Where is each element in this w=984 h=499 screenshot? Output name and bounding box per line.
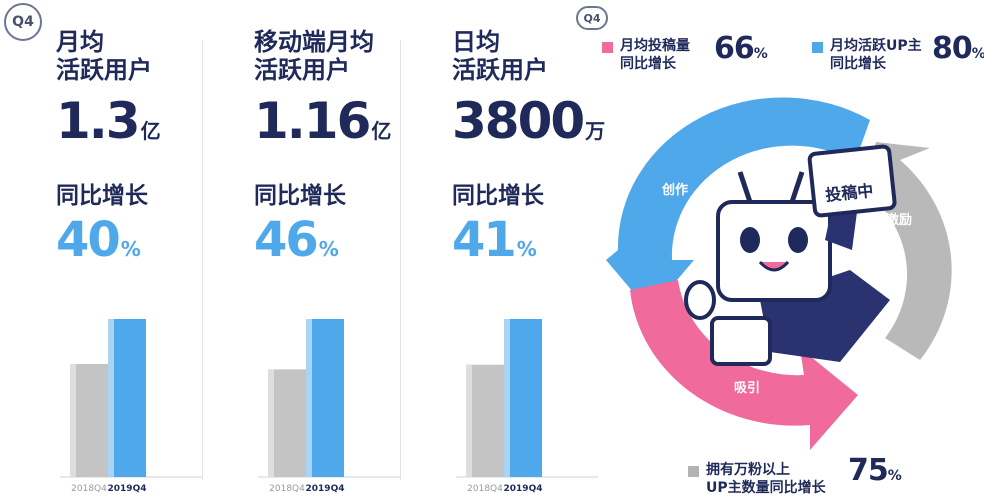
growth-label: 同比增长 — [56, 183, 148, 209]
cycle-label-attract: 吸引 — [734, 381, 760, 396]
panel-daily-active-users: 日均 活跃用户 3800 万 同比增长 41% 2018Q4 2019Q4 — [452, 28, 642, 499]
bar-highlight-2018Q4 — [466, 364, 472, 477]
panel-monthly-active-users: 月均 活跃用户 1.3 亿 同比增长 40% 2018Q4 2019Q4 — [56, 28, 246, 499]
bar-2018Q4 — [70, 363, 108, 477]
bar-2019Q4 — [504, 319, 542, 477]
panel-label-line2: 活跃用户 — [56, 56, 152, 84]
x-tick-label: 2019Q4 — [504, 484, 543, 494]
panel-value: 1.3 亿 — [56, 92, 161, 150]
legend-value: 75% — [848, 453, 902, 488]
x-tick-label: 2019Q4 — [108, 484, 147, 494]
legend-monthly-active-creators: 月均活跃UP主 同比增长 80% — [812, 31, 984, 78]
bar-2019Q4 — [306, 319, 344, 477]
bar-highlight-2019Q4 — [504, 319, 510, 477]
bar-2018Q4 — [268, 369, 306, 477]
panel-value: 3800 万 — [452, 92, 606, 150]
legend-text-line1: 月均活跃UP主 — [830, 38, 922, 54]
x-tick-label: 2018Q4 — [467, 484, 503, 494]
bar-chart-mobile-mau: 2018Q4 2019Q4 — [258, 319, 400, 494]
panel-value: 1.16 亿 — [254, 92, 392, 150]
bar-highlight-2019Q4 — [108, 319, 114, 477]
x-tick-label: 2018Q4 — [71, 484, 107, 494]
panel-label-line1: 移动端月均 — [254, 28, 374, 56]
growth-label: 同比增长 — [254, 183, 346, 209]
bar-highlight-2019Q4 — [306, 319, 312, 477]
creator-cycle-diagram: 创作 激励 吸引 投稿中 — [606, 97, 952, 450]
cycle-label-create: 创作 — [661, 182, 688, 198]
legend-text-line1: 拥有万粉以上 — [706, 462, 790, 478]
growth-value: 46% — [254, 212, 339, 268]
mascot-sign-text: 投稿中 — [824, 181, 874, 205]
bar-2018Q4 — [466, 364, 504, 477]
panel-label-line2: 活跃用户 — [254, 56, 350, 84]
growth-label: 同比增长 — [452, 183, 544, 209]
panel-divider — [202, 40, 203, 480]
mascot-illustration: 投稿中 — [684, 144, 897, 366]
legend-swatch-blue — [812, 42, 823, 53]
panel-divider — [400, 40, 401, 480]
legend-value: 66% — [714, 31, 768, 66]
x-tick-label: 2018Q4 — [269, 484, 305, 494]
bar-chart-dau: 2018Q4 2019Q4 — [456, 319, 598, 494]
cycle-label-motivate: 激励 — [886, 212, 912, 228]
legend-text-line2: 同比增长 — [620, 56, 676, 72]
legend-swatch-gray — [688, 466, 699, 477]
legend-value: 80% — [932, 31, 984, 66]
panel-label-line1: 日均 — [452, 28, 500, 56]
panel-label-line2: 活跃用户 — [452, 56, 548, 84]
cycle-arrow-create — [606, 97, 870, 312]
legend-text-line1: 月均投稿量 — [620, 38, 690, 54]
bar-chart-mau: 2018Q4 2019Q4 — [60, 319, 202, 494]
legend-swatch-pink — [602, 42, 613, 53]
quarter-badge-right: Q4 — [576, 6, 608, 30]
legend-monthly-submissions: 月均投稿量 同比增长 66% — [602, 31, 772, 78]
bar-highlight-2018Q4 — [268, 369, 274, 477]
x-tick-label: 2019Q4 — [306, 484, 345, 494]
legend-text-line2: UP主数量同比增长 — [706, 480, 826, 496]
panel-mobile-monthly-active-users: 移动端月均 活跃用户 1.16 亿 同比增长 46% 2018Q4 2019Q4 — [254, 28, 444, 499]
quarter-badge-left: Q4 — [4, 3, 42, 41]
bar-2019Q4 — [108, 319, 146, 477]
growth-value: 41% — [452, 212, 537, 268]
legend-creators-over-10k-fans: 拥有万粉以上 UP主数量同比增长 75% — [688, 453, 918, 499]
panel-label-line1: 月均 — [56, 28, 104, 56]
bar-highlight-2018Q4 — [70, 363, 76, 477]
legend-text-line2: 同比增长 — [830, 56, 886, 72]
growth-value: 40% — [56, 212, 141, 268]
